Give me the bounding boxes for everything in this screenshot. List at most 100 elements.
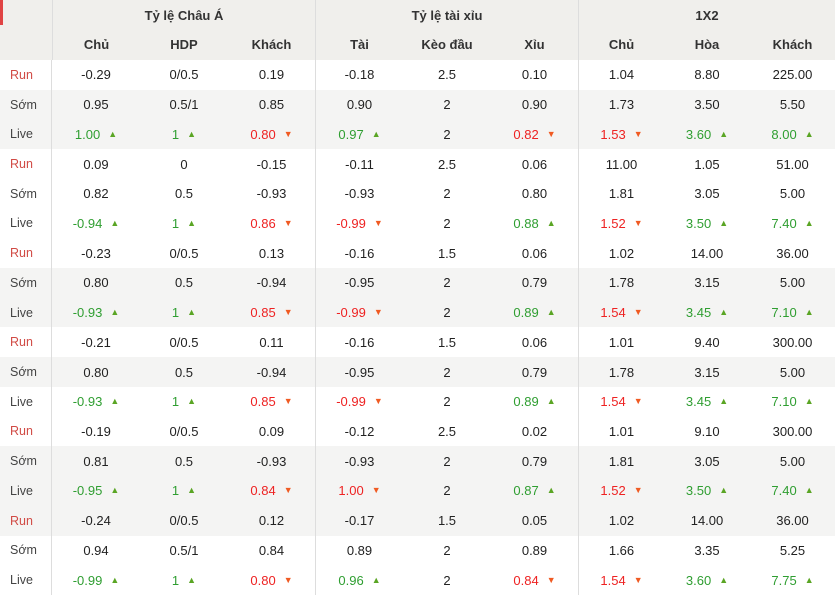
trend-up-icon: ▲ (110, 307, 120, 318)
trend-up-icon: ▲ (187, 574, 197, 585)
odds-value: 0.02 (491, 417, 578, 447)
odds-number: 7.10 (771, 305, 797, 321)
odds-value: 0.80 ▼ (228, 565, 315, 595)
odds-number: 1.5 (437, 334, 457, 350)
odds-row: Run -0.29 0/0.5 0.19 -0.18 2.5 0.10 1.04 8.80 225… (0, 60, 835, 90)
trend-up-icon: ▲ (719, 396, 729, 407)
odds-number: 2 (443, 126, 451, 142)
row-label: Sớm (0, 268, 52, 298)
trend-down-icon: ▼ (283, 485, 293, 496)
trend-up-icon: ▲ (187, 485, 197, 496)
odds-number: 0.82 (513, 126, 539, 142)
odds-number: 0.80 (250, 572, 276, 588)
odds-number: 2 (443, 364, 451, 380)
odds-number: 2 (443, 305, 451, 321)
odds-value: 1.5 (403, 506, 491, 536)
odds-number: 8.80 (694, 67, 720, 83)
odds-number: 0.96 (338, 572, 364, 588)
odds-value: 0.10 (491, 60, 578, 90)
odds-number: 0.81 (83, 453, 109, 469)
odds-value: 1.00 ▲ (52, 119, 140, 149)
odds-number: 1.54 (600, 572, 626, 588)
odds-value: 1.54 ▼ (578, 565, 664, 595)
odds-value: 0.82 (52, 179, 140, 209)
odds-number: 0.84 (258, 542, 285, 558)
odds-value: 0.05 (491, 506, 578, 536)
odds-value: 0.82 ▼ (491, 119, 578, 149)
trend-down-icon: ▼ (633, 128, 643, 139)
odds-value: 7.40 ▲ (750, 476, 835, 506)
trend-down-icon: ▼ (633, 574, 643, 585)
odds-number: -0.95 (344, 364, 375, 380)
odds-value: -0.18 (315, 60, 403, 90)
odds-number: -0.99 (336, 215, 366, 231)
odds-number: 3.50 (685, 215, 712, 231)
odds-value: 5.25 (750, 536, 835, 566)
odds-number: 2 (443, 97, 451, 113)
odds-number: 3.45 (685, 305, 712, 321)
odds-value: 2 (403, 536, 491, 566)
odds-number: 0.80 (521, 186, 548, 202)
odds-value: 3.35 (664, 536, 750, 566)
odds-number: 1.00 (338, 483, 364, 499)
odds-value: 0.79 (491, 268, 578, 298)
odds-number: 1.02 (608, 513, 635, 529)
odds-value: 14.00 (664, 238, 750, 268)
odds-number: -0.15 (256, 156, 287, 172)
odds-number: 1.52 (600, 483, 626, 499)
odds-value: 1.5 (403, 238, 491, 268)
odds-row: Sớm 0.81 0.5 -0.93 -0.93 2 0.79 1.81 3.05 5.00 (0, 446, 835, 477)
row-label: Sớm (0, 89, 52, 120)
odds-row: Run -0.21 0/0.5 0.11 -0.16 1.5 0.06 1.01 9.40 300… (0, 327, 835, 358)
odds-value: 0.85 ▼ (228, 387, 315, 417)
odds-number: 36.00 (776, 513, 809, 529)
odds-number: 3.15 (694, 275, 720, 291)
odds-value: 0.97 ▲ (315, 119, 403, 150)
odds-number: 5.00 (779, 275, 806, 291)
odds-number: 3.35 (694, 542, 720, 558)
odds-value: 0.81 (52, 446, 140, 476)
group-title-1x2: 1X2 (578, 0, 835, 30)
odds-value: 3.15 (664, 268, 750, 298)
trend-up-icon: ▲ (804, 396, 814, 407)
odds-number: 0/0.5 (169, 513, 199, 529)
row-label: Sớm (0, 535, 52, 566)
trend-down-icon: ▼ (546, 574, 556, 585)
odds-value: 3.50 ▲ (664, 209, 750, 239)
odds-value: 2 (403, 476, 491, 506)
odds-number: -0.21 (81, 334, 111, 350)
odds-number: 0.90 (346, 97, 373, 113)
odds-number: -0.93 (256, 453, 287, 469)
odds-value: 0.5/1 (140, 90, 228, 120)
odds-number: 0.90 (521, 97, 548, 113)
trend-down-icon: ▼ (633, 307, 643, 318)
odds-value: 0 (140, 149, 228, 179)
column-header-over: Tài (315, 30, 403, 60)
odds-row: Run 0.09 0 -0.15 -0.11 2.5 0.06 11.00 1.05 51.00 (0, 149, 835, 179)
odds-number: 1.66 (608, 542, 635, 558)
odds-number: -0.93 (72, 305, 103, 321)
trend-down-icon: ▼ (283, 574, 293, 585)
odds-value: 2 (403, 119, 491, 149)
odds-value: 1.73 (578, 89, 664, 120)
odds-number: 1.78 (608, 275, 635, 291)
odds-value: 2.5 (403, 149, 491, 179)
trend-up-icon: ▲ (804, 217, 814, 228)
trend-down-icon: ▼ (373, 396, 383, 407)
odds-row: Run -0.19 0/0.5 0.09 -0.12 2.5 0.02 1.01 9.10 300… (0, 416, 835, 447)
odds-number: -0.95 (72, 483, 103, 499)
row-label: Live (0, 119, 52, 150)
odds-number: 7.40 (771, 483, 797, 499)
odds-value: 2 (403, 268, 491, 298)
trend-up-icon: ▲ (187, 217, 197, 228)
odds-number: -0.17 (344, 513, 375, 529)
odds-value: -0.99 ▲ (52, 565, 140, 595)
odds-number: -0.19 (81, 423, 111, 439)
column-header-hdp: HDP (170, 37, 198, 52)
odds-number: 0.85 (258, 97, 285, 113)
odds-number: -0.12 (344, 423, 375, 439)
row-label: Sớm (0, 357, 52, 387)
odds-number: -0.18 (344, 67, 375, 83)
odds-number: 2 (443, 186, 451, 202)
odds-value: 1.78 (578, 357, 664, 387)
